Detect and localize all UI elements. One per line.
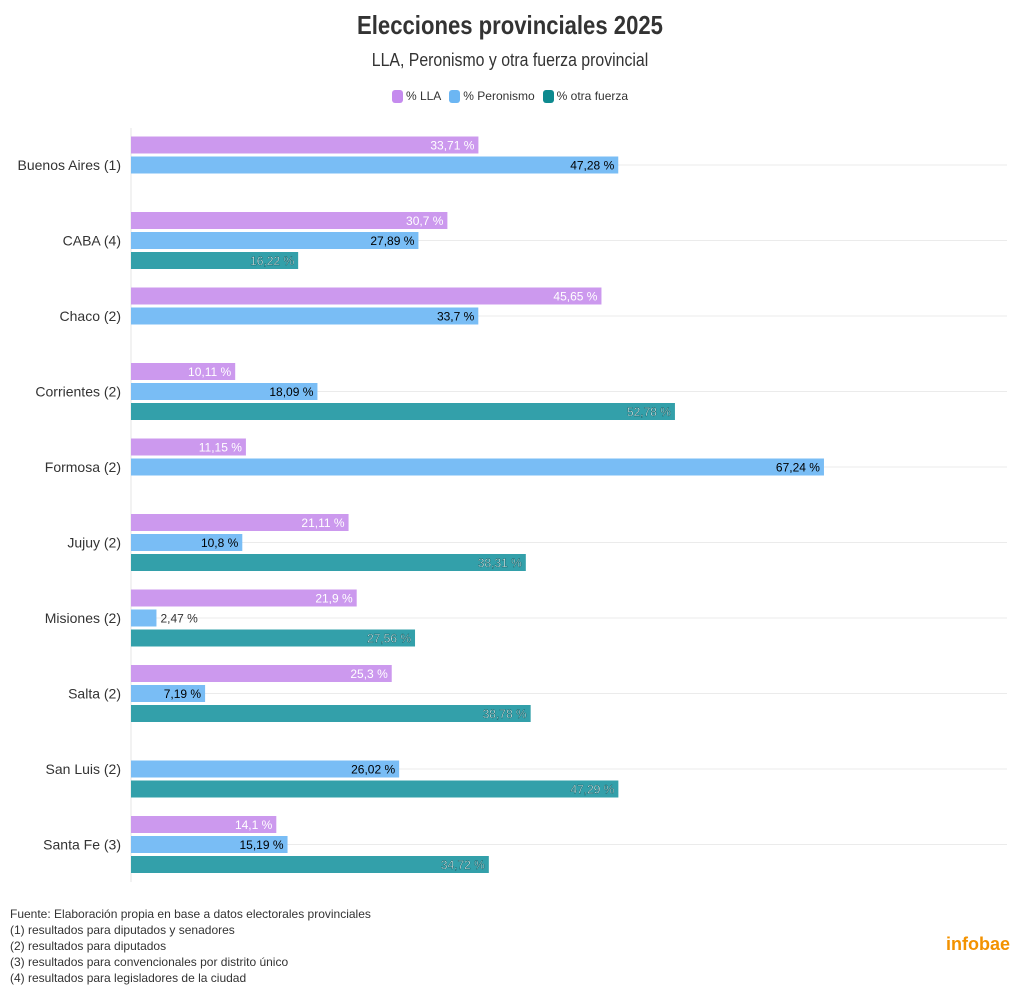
bar bbox=[131, 534, 243, 551]
data-label: 11,15 % bbox=[199, 441, 242, 455]
legend-item-peronismo[interactable]: % Peronismo bbox=[449, 89, 535, 103]
legend-label: % otra fuerza bbox=[556, 89, 629, 103]
bar bbox=[131, 685, 206, 702]
data-label: 38,78 % bbox=[483, 707, 527, 721]
chart-subtitle: LLA, Peronismo y otra fuerza provincial bbox=[371, 50, 649, 70]
bar bbox=[131, 307, 479, 325]
bar bbox=[131, 856, 489, 873]
bar bbox=[131, 780, 619, 798]
category-label: CABA (4) bbox=[63, 233, 121, 249]
chart-plot: Buenos Aires (1) 33,71 % 47,28 % CABA (4) 30… bbox=[18, 128, 1007, 882]
bar bbox=[131, 136, 479, 154]
data-label: 10,11 % bbox=[188, 365, 231, 379]
source-note: Fuente: Elaboración propia en base a dat… bbox=[10, 907, 371, 921]
category-label: Formosa (2) bbox=[45, 459, 121, 475]
data-label: 26,02 % bbox=[351, 763, 395, 777]
legend-label: % Peronismo bbox=[463, 89, 535, 103]
legend-swatch bbox=[542, 89, 554, 103]
footnote: (1) resultados para diputados y senadore… bbox=[10, 923, 235, 937]
bar bbox=[131, 458, 824, 476]
bar bbox=[131, 287, 602, 305]
data-label: 27,56 % bbox=[367, 632, 411, 646]
data-label: 27,89 % bbox=[370, 234, 414, 248]
data-label: 15,19 % bbox=[239, 838, 283, 852]
data-label: 38,31 % bbox=[478, 556, 522, 570]
footnote: (3) resultados para convencionales por d… bbox=[10, 955, 289, 969]
bar bbox=[131, 156, 619, 174]
footnote: (2) resultados para diputados bbox=[10, 939, 167, 953]
data-label: 34,72 % bbox=[441, 858, 485, 872]
data-label: 33,7 % bbox=[437, 310, 475, 324]
bar bbox=[131, 403, 675, 420]
data-label: 25,3 % bbox=[350, 667, 388, 681]
category-label: Chaco (2) bbox=[60, 308, 121, 324]
bar bbox=[131, 629, 416, 647]
legend-swatch bbox=[391, 89, 403, 103]
data-label: 10,8 % bbox=[201, 536, 239, 550]
data-label: 18,09 % bbox=[269, 385, 313, 399]
bar bbox=[131, 836, 288, 853]
legend-label: % LLA bbox=[405, 89, 442, 103]
category-label: Santa Fe (3) bbox=[43, 837, 121, 853]
data-label: 2,47 % bbox=[160, 612, 198, 626]
bar bbox=[131, 589, 357, 607]
chart-title: Elecciones provinciales 2025 bbox=[357, 10, 663, 40]
bar bbox=[131, 514, 349, 531]
data-label: 30,7 % bbox=[406, 214, 444, 228]
data-label: 33,71 % bbox=[430, 139, 474, 153]
category-label: Jujuy (2) bbox=[67, 535, 121, 551]
legend-item-otra[interactable]: % otra fuerza bbox=[542, 89, 629, 103]
data-label: 21,9 % bbox=[315, 592, 353, 606]
bar bbox=[131, 232, 419, 249]
bar bbox=[131, 383, 318, 400]
bar bbox=[131, 212, 448, 229]
bar bbox=[131, 438, 246, 456]
category-label: Misiones (2) bbox=[45, 610, 121, 626]
bar bbox=[131, 554, 526, 571]
data-label: 67,24 % bbox=[776, 461, 820, 475]
legend-swatch bbox=[449, 89, 461, 103]
data-label: 47,29 % bbox=[570, 783, 614, 797]
footnote: (4) resultados para legisladores de la c… bbox=[10, 971, 247, 985]
data-label: 21,11 % bbox=[301, 516, 344, 530]
category-label: Salta (2) bbox=[68, 686, 121, 702]
bar bbox=[131, 363, 236, 380]
category-label: Corrientes (2) bbox=[35, 384, 121, 400]
bar bbox=[131, 816, 277, 833]
bar bbox=[131, 609, 157, 627]
data-label: 14,1 % bbox=[235, 818, 273, 832]
data-label: 45,65 % bbox=[553, 290, 597, 304]
data-label: 52,78 % bbox=[627, 405, 671, 419]
bar bbox=[131, 665, 392, 682]
category-label: San Luis (2) bbox=[46, 761, 121, 777]
bar bbox=[131, 705, 531, 722]
legend-item-lla[interactable]: % LLA bbox=[391, 89, 442, 103]
data-label: 16,22 % bbox=[250, 254, 294, 268]
footnotes: Fuente: Elaboración propia en base a dat… bbox=[10, 906, 371, 986]
category-label: Buenos Aires (1) bbox=[18, 157, 122, 173]
infobae-logo: infobae bbox=[945, 934, 1010, 954]
data-label: 47,28 % bbox=[570, 159, 614, 173]
data-label: 7,19 % bbox=[164, 687, 202, 701]
bar bbox=[131, 252, 299, 269]
bar bbox=[131, 760, 400, 778]
legend: % LLA % Peronismo % otra fuerza bbox=[0, 89, 1020, 103]
